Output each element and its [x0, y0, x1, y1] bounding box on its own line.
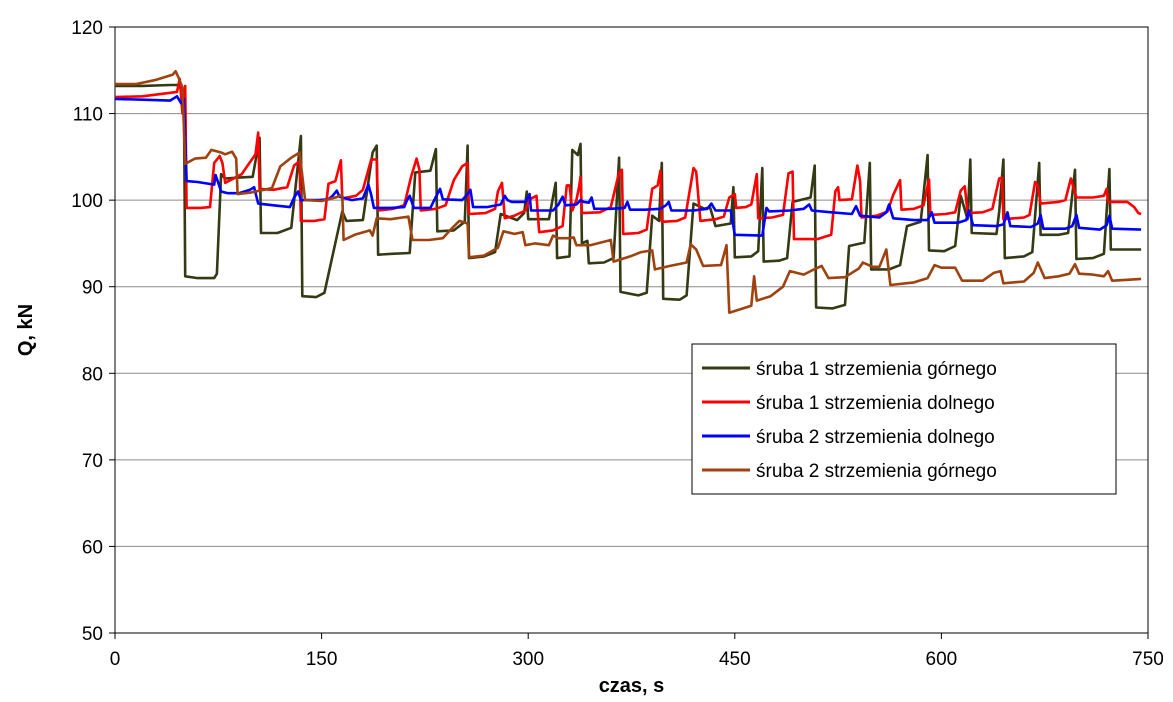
x-axis-ticks: 0 150 300 450 600 750: [110, 633, 1164, 670]
series-line-3: [114, 95, 1142, 237]
y-axis-ticks: 50 60 70 80 90 100 110 120: [71, 18, 115, 645]
x-tick-label-150: 150: [306, 649, 338, 670]
y-tick-label-50: 50: [82, 624, 103, 645]
y-axis-label: Q, kN: [15, 304, 37, 356]
y-tick-label-90: 90: [82, 278, 103, 299]
y-tick-label-100: 100: [71, 191, 103, 212]
y-tick-label-120: 120: [71, 18, 103, 39]
x-tick-label-750: 750: [1132, 649, 1164, 670]
legend-label-4: śruba 2 strzemienia górnego: [756, 461, 997, 482]
y-tick-label-80: 80: [82, 364, 103, 385]
y-tick-label-70: 70: [82, 451, 103, 472]
x-tick-label-0: 0: [110, 649, 121, 670]
series-line-1: [115, 83, 1142, 310]
plot-area-frame: [114, 26, 1149, 634]
y-tick-label-110: 110: [73, 105, 103, 126]
legend-label-3: śruba 2 strzemienia dolnego: [756, 427, 995, 448]
x-tick-label-300: 300: [512, 649, 544, 670]
y-tick-label-60: 60: [82, 537, 103, 558]
series-line-4: [115, 69, 1142, 314]
x-axis-label: czas, s: [599, 675, 665, 697]
series-layer: [114, 69, 1142, 314]
legend-label-1: śruba 1 strzemienia górnego: [756, 359, 997, 380]
series-line-2: [114, 77, 1142, 241]
legend-label-2: śruba 1 strzemienia dolnego: [756, 393, 995, 414]
x-tick-label-600: 600: [926, 649, 958, 670]
x-tick-label-450: 450: [719, 649, 751, 670]
grid-lines: [115, 26, 1148, 634]
legend: śruba 1 strzemienia górnego śruba 1 strze…: [691, 343, 1117, 495]
legend-box: [691, 343, 1117, 495]
